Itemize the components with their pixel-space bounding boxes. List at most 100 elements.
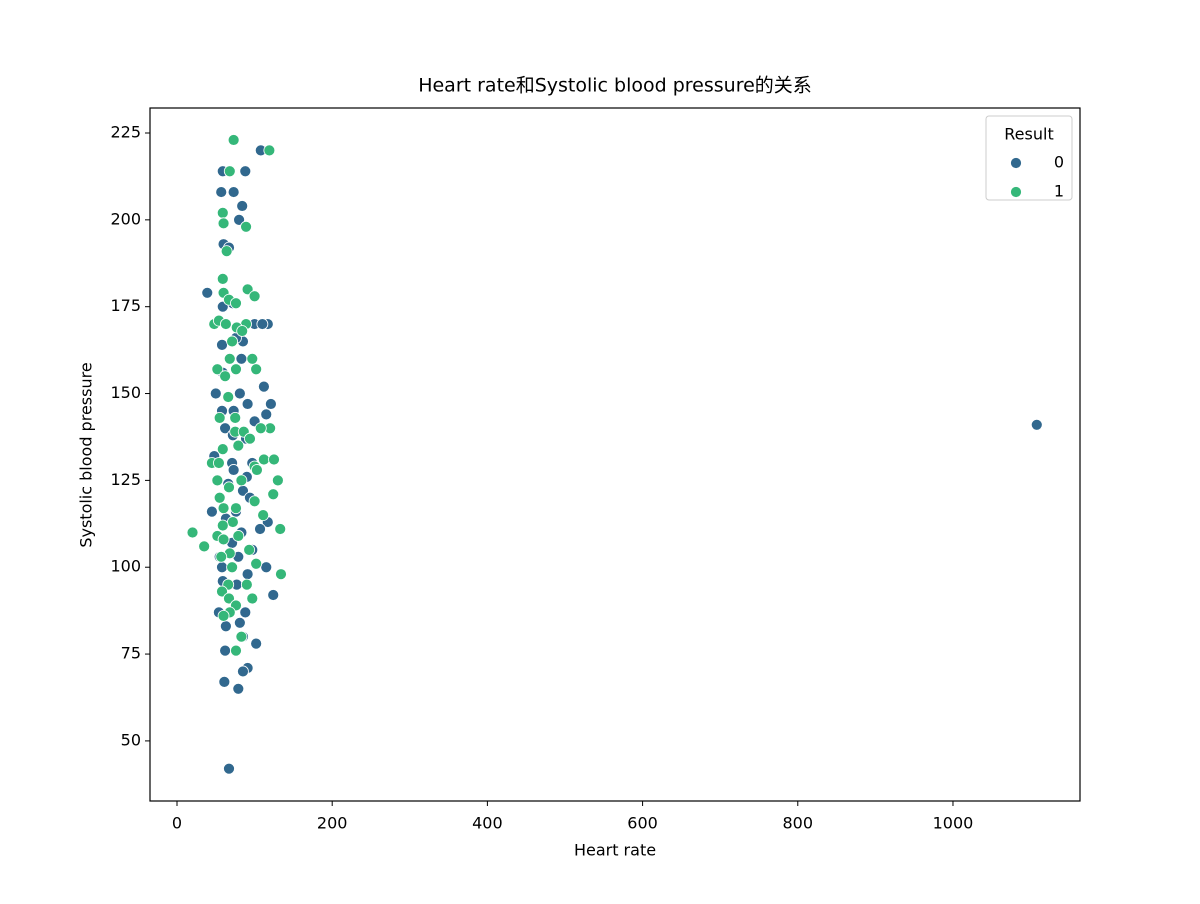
point: [232, 530, 245, 542]
point: [216, 273, 229, 285]
y-tick-label: 100: [110, 557, 141, 576]
point: [236, 325, 249, 337]
point: [226, 561, 238, 574]
point: [186, 526, 199, 539]
x-tick-label: 200: [317, 814, 348, 833]
y-axis-label: Systolic blood pressure: [77, 362, 96, 547]
point: [246, 352, 259, 365]
point: [226, 516, 239, 528]
y-tick-label: 75: [121, 644, 141, 663]
legend-marker: [1010, 186, 1022, 198]
point: [213, 491, 226, 504]
y-tick-label: 175: [110, 296, 141, 315]
point: [271, 474, 284, 487]
point: [235, 352, 248, 365]
point: [229, 411, 242, 424]
chart-title: Heart rate和Systolic blood pressure的关系: [418, 75, 812, 97]
point: [216, 339, 228, 351]
point: [241, 568, 254, 581]
point: [258, 453, 270, 466]
point: [230, 502, 242, 515]
point: [213, 411, 226, 424]
point: [217, 217, 230, 230]
point: [216, 561, 228, 574]
point: [236, 200, 249, 212]
point: [227, 134, 240, 146]
point: [240, 578, 253, 591]
x-tick-label: 400: [472, 814, 503, 833]
point: [241, 283, 254, 296]
point: [268, 453, 280, 466]
point: [230, 363, 242, 376]
point: [260, 408, 273, 421]
point: [258, 380, 270, 393]
point: [206, 505, 218, 518]
point: [232, 682, 245, 695]
point: [209, 387, 222, 400]
point: [217, 533, 230, 546]
plot-area: [186, 134, 1043, 775]
point: [235, 630, 248, 643]
point: [241, 398, 254, 410]
point: [267, 488, 280, 501]
legend-marker: [1010, 157, 1022, 169]
point: [219, 620, 232, 633]
y-tick-label: 200: [110, 209, 141, 228]
y-tick-label: 125: [110, 470, 141, 489]
point: [240, 220, 252, 233]
point: [248, 495, 261, 508]
point: [223, 592, 235, 605]
point: [201, 286, 214, 299]
point: [227, 464, 240, 476]
point: [216, 519, 229, 532]
legend-label: 1: [1054, 182, 1064, 201]
point: [251, 464, 263, 476]
point: [1030, 418, 1043, 431]
point: [211, 363, 224, 376]
point: [216, 207, 229, 219]
x-tick-label: 1000: [933, 814, 974, 833]
point: [274, 523, 287, 535]
point: [244, 432, 256, 445]
point: [233, 387, 246, 400]
point: [226, 335, 238, 348]
y-tick-label: 50: [121, 730, 141, 749]
point: [250, 363, 263, 376]
point: [217, 502, 230, 515]
point: [257, 509, 270, 522]
point: [223, 352, 236, 365]
point: [233, 213, 245, 226]
point: [216, 443, 229, 456]
y-tick-label: 150: [110, 383, 141, 402]
x-tick-label: 800: [783, 814, 814, 833]
legend-label: 0: [1054, 153, 1064, 172]
point: [217, 609, 230, 622]
point: [230, 644, 242, 657]
point: [254, 422, 267, 435]
point: [264, 398, 277, 410]
x-tick-label: 0: [172, 814, 182, 833]
point: [222, 391, 235, 403]
y-tick-label: 225: [110, 123, 141, 142]
point: [275, 568, 287, 581]
point: [235, 474, 248, 487]
point: [230, 297, 242, 310]
point: [220, 245, 233, 258]
point: [232, 439, 245, 452]
point: [213, 457, 225, 469]
x-tick-label: 600: [627, 814, 658, 833]
point: [239, 606, 252, 619]
point: [260, 561, 273, 574]
point: [218, 675, 231, 688]
point: [223, 481, 235, 494]
point: [223, 762, 235, 775]
point: [237, 665, 249, 678]
point: [263, 144, 276, 157]
point: [215, 550, 228, 563]
point: [219, 318, 232, 330]
point: [198, 540, 211, 553]
point: [216, 585, 228, 598]
legend-box: [985, 115, 1073, 201]
point: [246, 592, 259, 605]
